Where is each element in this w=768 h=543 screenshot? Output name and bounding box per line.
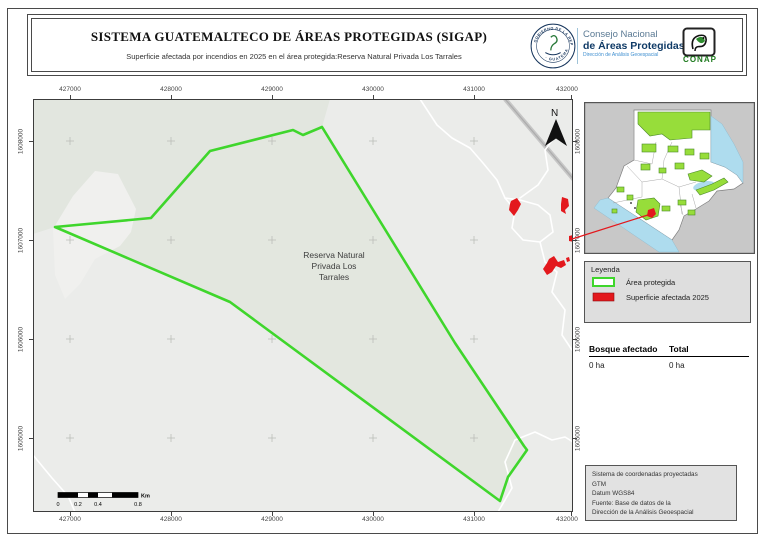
stats-header-rule — [589, 356, 749, 357]
axis-tick — [272, 95, 273, 99]
axis-tick — [571, 512, 572, 516]
header-box-inner: SISTEMA GUATEMALTECO DE ÁREAS PROTEGIDAS… — [31, 18, 743, 72]
area-label-line2: Privada Los — [311, 261, 357, 271]
main-map-canvas: N 0 0.2 0.4 0.8 Km — [33, 99, 573, 512]
org-department: Dirección de Análisis Geoespacial — [583, 52, 659, 58]
page-title: SISTEMA GUATEMALTECO DE ÁREAS PROTEGIDAS… — [90, 29, 488, 44]
terrain-light-patch — [53, 171, 136, 299]
x-axis-label-bottom: 428000 — [160, 516, 182, 523]
stats-col-bosque: Bosque afectado — [589, 344, 658, 354]
axis-tick — [474, 95, 475, 99]
stats-value-total: 0 ha — [669, 361, 685, 370]
axis-tick — [29, 438, 33, 439]
x-axis-label-top: 427000 — [59, 86, 81, 93]
seal-quetzal-icon — [550, 34, 558, 51]
overview-town-dot — [634, 207, 636, 209]
axis-tick — [29, 240, 33, 241]
conap-quetzal-icon — [691, 34, 707, 52]
axis-tick — [29, 339, 33, 340]
axis-tick — [171, 512, 172, 516]
axis-tick — [70, 95, 71, 99]
axis-tick — [171, 95, 172, 99]
page-subtitle: Superficie afectada por incendios en 202… — [126, 52, 462, 61]
reserve-fill — [55, 127, 527, 501]
grid-crosses — [66, 137, 478, 442]
gobierno-seal-logo: GOBIERNO DE LA REPÚBLICA · GUATEMALA · — [530, 23, 576, 69]
overview-town-dot — [630, 202, 632, 204]
x-axis-label-top: 431000 — [463, 86, 485, 93]
legend: Leyenda Área protegida Superficie afecta… — [584, 261, 751, 323]
x-axis-label-top: 428000 — [160, 86, 182, 93]
axis-tick — [474, 512, 475, 516]
axis-tick — [373, 95, 374, 99]
area-label-line3: Tarrales — [318, 272, 350, 282]
x-axis-label-top: 429000 — [261, 86, 283, 93]
scale-tick-08: 0.8 — [134, 502, 142, 508]
header-divider — [577, 28, 578, 64]
conap-logo-label: CONAP — [683, 55, 717, 64]
x-axis-label-top: 432000 — [556, 86, 578, 93]
y-axis-label-left: 1608000 — [17, 128, 25, 155]
legend-title: Leyenda — [591, 265, 620, 274]
scale-tick-02: 0.2 — [74, 502, 82, 508]
org-name-line2: de Áreas Protegidas — [583, 39, 685, 52]
credits-gtm: GTM — [592, 480, 606, 488]
credits-crs: Sistema de coordenadas proyectadas — [592, 471, 698, 478]
credits-datum: Datum WGS84 — [592, 490, 635, 498]
axis-tick — [573, 240, 577, 241]
map-credits-box: Sistema de coordenadas proyectadas GTM D… — [585, 465, 737, 521]
axis-tick — [573, 339, 577, 340]
protected-area-name-label: Reserva Natural Privada Los Tarrales — [288, 250, 380, 283]
department-borders — [612, 112, 697, 216]
x-axis-label-top: 430000 — [362, 86, 384, 93]
north-arrow-icon — [545, 119, 567, 146]
scale-tick-0: 0 — [56, 502, 59, 508]
axis-tick — [272, 512, 273, 516]
x-axis-label-bottom: 427000 — [59, 516, 81, 523]
header-box: SISTEMA GUATEMALTECO DE ÁREAS PROTEGIDAS… — [27, 14, 747, 76]
axis-tick — [29, 141, 33, 142]
x-axis-label-bottom: 432000 — [556, 516, 578, 523]
x-axis-label-bottom: 430000 — [362, 516, 384, 523]
overview-frame-border — [584, 102, 755, 254]
credits-source-1: Fuente: Base de datos de la — [592, 499, 671, 507]
scale-bar: 0 0.2 0.4 0.8 Km — [56, 492, 150, 508]
scale-unit-label: Km — [141, 494, 150, 500]
org-name-line1: Consejo Nacional — [583, 29, 658, 40]
credits-source-2: Dirección de la Análisis Geoespacial — [592, 509, 694, 517]
y-axis-label-left: 1605000 — [17, 425, 25, 452]
caribbean-sea — [710, 115, 744, 184]
north-arrow-label: N — [551, 108, 558, 119]
stats-value-bosque: 0 ha — [589, 361, 605, 370]
conap-wordmark: Consejo Nacional de Áreas Protegidas Dir… — [583, 30, 693, 58]
x-axis-label-bottom: 429000 — [261, 516, 283, 523]
axis-tick — [571, 95, 572, 99]
map-frame-border — [33, 99, 573, 512]
overview-locator-map — [584, 102, 755, 254]
axis-tick — [70, 512, 71, 516]
stats-col-total: Total — [669, 344, 689, 354]
scale-tick-04: 0.4 — [94, 502, 102, 508]
y-axis-label-left: 1607000 — [17, 227, 25, 254]
seal-scroll-icon — [545, 52, 561, 56]
area-label-line1: Reserva Natural — [303, 250, 365, 260]
axis-tick — [373, 512, 374, 516]
axis-tick — [573, 141, 577, 142]
legend-swatch-protected — [592, 277, 615, 287]
legend-label-protected: Área protegida — [626, 278, 676, 287]
road-network — [33, 99, 573, 512]
page-border — [7, 8, 758, 534]
protected-area-boundary — [53, 125, 529, 503]
y-axis-label-left: 1606000 — [17, 326, 25, 353]
legend-swatch-affected — [592, 292, 615, 302]
legend-label-affected: Superficie afectada 2025 — [626, 293, 709, 302]
north-arrow: N — [545, 108, 567, 146]
axis-tick — [573, 438, 577, 439]
x-axis-label-bottom: 431000 — [463, 516, 485, 523]
conap-logo — [682, 27, 716, 57]
